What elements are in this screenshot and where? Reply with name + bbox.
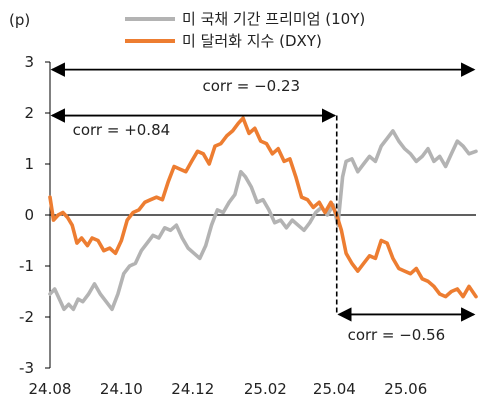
y-tick-label: 2: [24, 104, 34, 122]
x-axis: 24.08 24.10 24.12 25.02 25.04 25.06: [29, 214, 476, 398]
y-tick-label: -1: [19, 257, 34, 275]
corr-label: corr = −0.23: [203, 77, 301, 95]
x-tick-label: 25.02: [244, 380, 287, 398]
series-group: [48, 116, 478, 312]
legend-label: 미 달러화 지수 (DXY): [182, 32, 322, 50]
y-tick-label: -2: [19, 308, 34, 326]
x-tick-label: 25.06: [384, 380, 427, 398]
y-tick-label: 1: [24, 155, 34, 173]
series-line-dxy: [48, 116, 478, 299]
x-tick-label: 24.12: [171, 380, 214, 398]
y-tick-label: 0: [24, 206, 34, 224]
y-tick-label: -3: [19, 359, 34, 377]
y-axis: 3 2 1 0 -1 -2 -3: [19, 53, 51, 377]
y-tick-label: 3: [24, 53, 34, 71]
legend-label: 미 국채 기간 프리미엄 (10Y): [182, 10, 365, 28]
corr-label: corr = −0.56: [348, 326, 446, 344]
x-tick-label: 25.04: [313, 380, 356, 398]
corr-label: corr = +0.84: [73, 121, 171, 139]
legend: 미 국채 기간 프리미엄 (10Y) 미 달러화 지수 (DXY): [125, 10, 365, 50]
annotations: corr = −0.23 corr = +0.84 corr = −0.56: [50, 62, 476, 344]
series-line-term-premium: [48, 129, 478, 312]
y-axis-unit-label: (p): [9, 11, 30, 29]
x-tick-label: 24.08: [29, 380, 72, 398]
x-tick-label: 24.10: [100, 380, 143, 398]
